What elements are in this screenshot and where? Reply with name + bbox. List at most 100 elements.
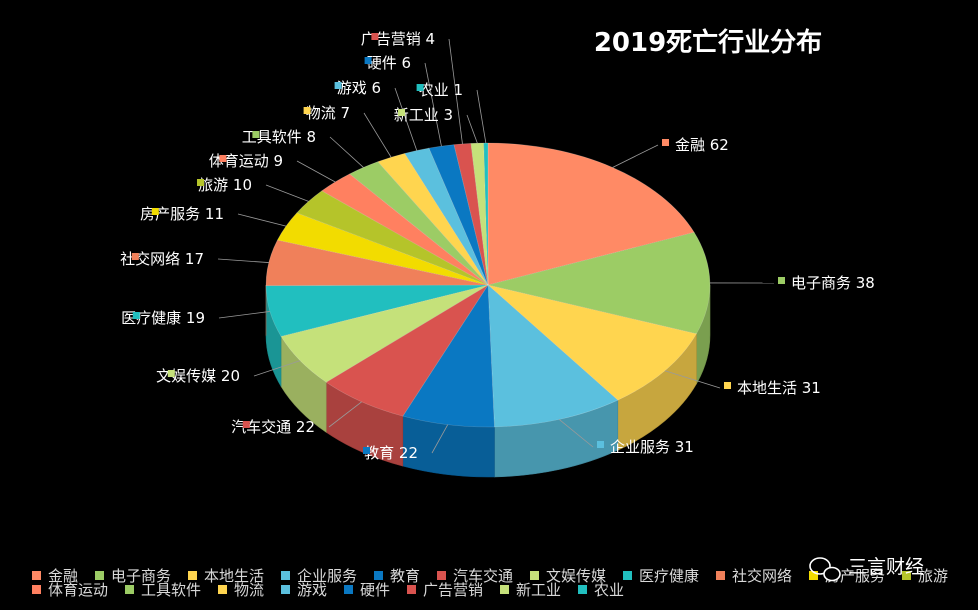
data-label: 旅游 10 bbox=[198, 176, 252, 194]
legend-marker bbox=[578, 585, 587, 594]
leader-lines bbox=[217, 38, 775, 454]
legend-item[interactable]: 本地生活 bbox=[204, 567, 264, 585]
legend-item[interactable]: 旅游 bbox=[918, 567, 948, 585]
label-marker bbox=[724, 382, 731, 389]
data-label: 文娱传媒 20 bbox=[156, 367, 240, 385]
legend-marker bbox=[125, 585, 134, 594]
label-marker bbox=[597, 441, 604, 448]
label-marker bbox=[167, 370, 175, 377]
watermark-text: 三言财经 bbox=[848, 556, 924, 578]
data-label: 游戏 6 bbox=[337, 79, 381, 97]
label-marker bbox=[151, 208, 159, 215]
legend-item[interactable]: 新工业 bbox=[516, 581, 561, 599]
legend-marker bbox=[374, 571, 383, 580]
leader-line bbox=[448, 38, 463, 144]
legend-marker bbox=[902, 571, 911, 580]
data-label: 教育 22 bbox=[364, 444, 418, 462]
label-marker bbox=[132, 312, 140, 319]
data-label: 农业 1 bbox=[419, 81, 463, 99]
leader-line bbox=[328, 401, 362, 428]
legend-item[interactable]: 工具软件 bbox=[141, 581, 201, 599]
pie-slice-8 bbox=[265, 284, 489, 337]
legend-marker bbox=[188, 571, 197, 580]
pie-slice-9 bbox=[265, 239, 489, 286]
leader-line bbox=[253, 360, 301, 377]
legend-item[interactable]: 硬件 bbox=[360, 581, 390, 599]
legend-item[interactable]: 社交网络 bbox=[732, 567, 792, 585]
data-label: 汽车交通 22 bbox=[231, 418, 315, 436]
data-label: 广告营销 4 bbox=[361, 30, 435, 48]
data-label: 社交网络 17 bbox=[120, 250, 204, 268]
leader-line bbox=[218, 311, 270, 319]
label-marker bbox=[778, 277, 785, 284]
label-marker bbox=[303, 107, 311, 114]
legend-marker bbox=[218, 585, 227, 594]
legend-marker bbox=[95, 571, 104, 580]
wechat-icon bbox=[809, 557, 841, 582]
legend-marker bbox=[623, 571, 632, 580]
leader-line bbox=[424, 62, 442, 147]
label-marker bbox=[242, 421, 250, 428]
watermark: 三言财经 bbox=[809, 556, 924, 582]
legend: 金融 电子商务 本地生活 企业服务 教育 汽车交通 文娱传媒 医疗健康 社交网络 房产服务 旅游体育… bbox=[32, 567, 948, 599]
leader-line bbox=[612, 144, 659, 168]
legend-item[interactable]: 农业 bbox=[594, 581, 624, 599]
leader-line bbox=[431, 424, 449, 454]
data-label: 工具软件 8 bbox=[242, 128, 316, 146]
legend-marker bbox=[500, 585, 509, 594]
pie-slices bbox=[265, 142, 711, 428]
leader-line bbox=[237, 213, 287, 227]
label-marker bbox=[219, 155, 227, 162]
data-label: 本地生活 31 bbox=[737, 379, 821, 397]
legend-marker bbox=[344, 585, 353, 594]
label-marker bbox=[364, 57, 372, 64]
leader-line bbox=[558, 419, 594, 448]
label-marker bbox=[371, 33, 379, 40]
leader-line bbox=[363, 112, 392, 158]
data-label: 电子商务 38 bbox=[791, 274, 875, 292]
legend-marker bbox=[32, 585, 41, 594]
leader-line bbox=[476, 89, 487, 144]
legend-item[interactable]: 医疗健康 bbox=[639, 567, 699, 585]
data-label: 新工业 3 bbox=[394, 106, 453, 124]
legend-item[interactable]: 企业服务 bbox=[297, 567, 357, 585]
legend-item[interactable]: 文娱传媒 bbox=[546, 567, 606, 585]
legend-item[interactable]: 电子商务 bbox=[111, 567, 171, 585]
legend-marker bbox=[407, 585, 416, 594]
legend-marker bbox=[716, 571, 725, 580]
legend-item[interactable]: 汽车交通 bbox=[453, 567, 513, 585]
pie-slice-2 bbox=[487, 232, 711, 335]
pie-slice-10 bbox=[276, 212, 489, 286]
legend-item[interactable]: 金融 bbox=[48, 567, 78, 585]
label-marker bbox=[197, 179, 204, 186]
legend-item[interactable]: 体育运动 bbox=[48, 581, 108, 599]
legend-item[interactable]: 物流 bbox=[234, 581, 264, 599]
data-label: 企业服务 31 bbox=[610, 438, 694, 456]
pie-slice-7 bbox=[280, 284, 489, 383]
legend-marker bbox=[281, 585, 290, 594]
data-label: 金融 62 bbox=[675, 136, 729, 154]
data-label: 体育运动 9 bbox=[209, 152, 283, 170]
legend-item[interactable]: 广告营销 bbox=[423, 581, 483, 599]
label-marker bbox=[252, 131, 260, 138]
label-marker bbox=[363, 447, 370, 454]
leader-line bbox=[394, 87, 418, 151]
label-marker bbox=[131, 253, 139, 260]
leader-line bbox=[296, 160, 336, 183]
label-marker bbox=[398, 109, 405, 116]
pie-slice-14 bbox=[377, 153, 489, 286]
leader-line bbox=[217, 258, 269, 263]
pie-slice-4 bbox=[487, 284, 619, 428]
chart-title: 2019死亡行业分布 bbox=[594, 27, 822, 58]
leader-line bbox=[466, 114, 478, 144]
pie-slice-3 bbox=[487, 284, 697, 401]
data-label: 房产服务 11 bbox=[140, 205, 224, 223]
leader-line bbox=[265, 184, 309, 202]
legend-marker bbox=[281, 571, 290, 580]
legend-item[interactable]: 教育 bbox=[390, 567, 420, 585]
pie-slice-15 bbox=[404, 147, 489, 286]
data-label: 硬件 6 bbox=[367, 54, 411, 72]
legend-item[interactable]: 游戏 bbox=[297, 581, 327, 599]
legend-marker bbox=[530, 571, 539, 580]
